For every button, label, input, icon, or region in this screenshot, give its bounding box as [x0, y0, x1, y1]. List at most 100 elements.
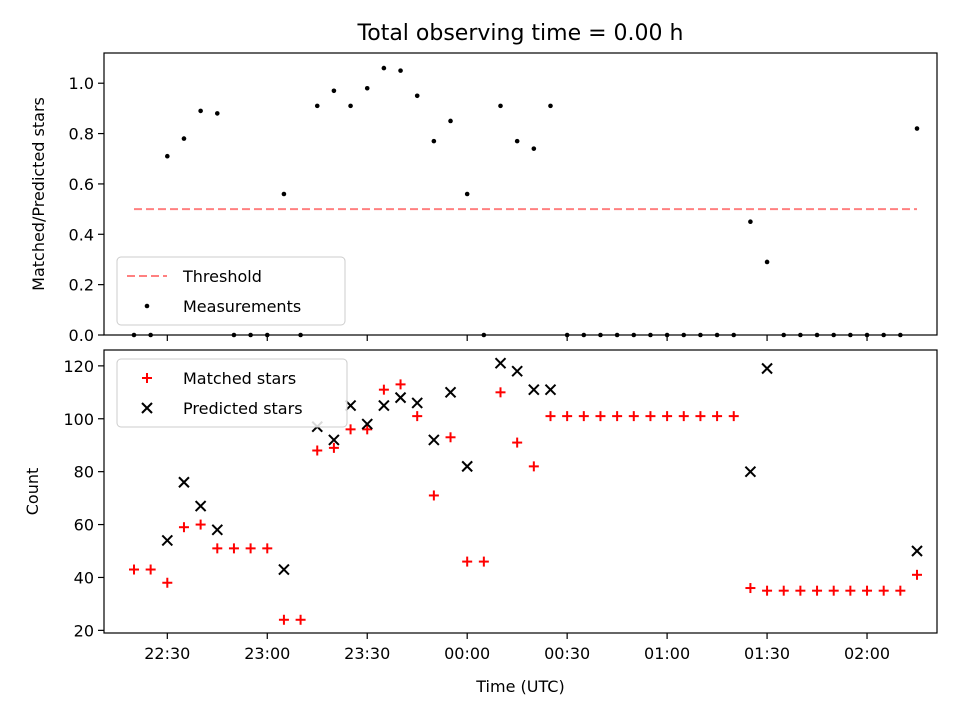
data-point [128, 564, 139, 575]
data-point-b [378, 399, 390, 412]
data-point [381, 65, 387, 71]
x-tick-label: 00:00 [444, 644, 490, 663]
data-point [562, 411, 573, 422]
data-point [464, 191, 470, 197]
data-point-b [911, 545, 923, 557]
series-matched-stars [128, 379, 923, 625]
legend-swatch [141, 402, 153, 414]
legend-entry: Measurements [144, 297, 301, 316]
data-point [745, 583, 756, 594]
legend: Matched stars Predicted stars [116, 358, 348, 428]
data-point-b [328, 434, 340, 446]
y-tick-label: 0.6 [69, 175, 94, 194]
legend-entry: Matched stars [142, 369, 296, 388]
legend-box [116, 256, 346, 326]
data-point [364, 85, 370, 91]
data-point [181, 136, 187, 141]
data-point [278, 614, 289, 625]
data-point [545, 411, 556, 422]
series-predicted-stars [161, 357, 923, 576]
x-tick-label: 00:30 [544, 644, 590, 663]
data-point [512, 437, 523, 448]
data-point-b [361, 418, 373, 430]
data-point [428, 434, 440, 446]
data-point [345, 424, 356, 435]
y-tick-label: 0.8 [69, 125, 94, 144]
data-point [912, 569, 923, 580]
data-point [845, 585, 856, 596]
data-point [431, 138, 437, 144]
data-point [395, 379, 406, 390]
data-point-b [544, 383, 557, 396]
data-point [194, 500, 207, 512]
plot-frame [103, 52, 938, 336]
data-point [414, 93, 420, 99]
legend-swatch-b [141, 402, 153, 414]
data-point [728, 411, 739, 422]
data-point-b [744, 465, 757, 478]
data-point [428, 490, 439, 501]
data-point [595, 411, 606, 422]
data-point [514, 138, 520, 144]
legend: Threshold Measurements [116, 256, 346, 326]
y-tick-label: 100 [63, 410, 94, 429]
ratio-panel: Total observing time = 0.00 h 0.0 0.2 0.4 0.… [29, 21, 938, 345]
x-tick-label: 23:30 [344, 644, 390, 663]
y-tick-label: 0.0 [69, 326, 94, 345]
data-point [778, 585, 789, 596]
data-point [178, 522, 189, 533]
data-point [895, 585, 906, 596]
data-point [795, 585, 806, 596]
data-point [528, 461, 539, 472]
data-point [394, 391, 407, 404]
data-point [312, 445, 323, 456]
data-point [314, 103, 320, 109]
data-point [528, 383, 540, 396]
data-point-b [178, 476, 190, 488]
data-point-b [528, 383, 540, 396]
data-point [361, 418, 373, 430]
data-point [678, 411, 689, 422]
data-point [145, 564, 156, 575]
legend-label: Matched stars [183, 369, 296, 388]
data-point [212, 543, 223, 554]
data-point-b [278, 563, 290, 576]
data-point [245, 543, 256, 554]
data-point [295, 614, 306, 625]
data-point [544, 383, 557, 396]
data-point [578, 411, 589, 422]
data-point [498, 103, 503, 109]
data-point [494, 357, 507, 369]
y-axis-label: Matched/Predicted stars [29, 97, 48, 291]
legend-swatch [144, 303, 150, 309]
count-panel: 20 40 60 80 100 120 22:30 23:00 23:30 00:00 00:30 0… [23, 349, 938, 696]
y-tick-label: 60 [74, 516, 94, 535]
data-point [161, 534, 174, 547]
data-point [645, 411, 656, 422]
plot-frame [103, 349, 938, 634]
y-tick-label: 120 [63, 357, 94, 376]
y-tick-label: 80 [74, 463, 94, 482]
data-point [362, 424, 373, 435]
x-tick-label: 23:00 [244, 644, 290, 663]
data-point [331, 88, 337, 94]
x-tick-label: 02:00 [844, 644, 890, 663]
data-point [461, 460, 473, 473]
data-point [662, 411, 673, 422]
data-point [198, 108, 203, 114]
legend-label: Measurements [183, 297, 301, 316]
y-tick-label: 1.0 [69, 74, 94, 93]
data-point [628, 411, 639, 422]
data-point-b [211, 524, 223, 536]
data-point [412, 411, 423, 422]
data-point [495, 387, 506, 398]
chart-title: Total observing time = 0.00 h [357, 21, 684, 46]
data-point [328, 442, 339, 453]
data-point [378, 384, 389, 395]
data-point [398, 68, 403, 73]
data-point [914, 126, 920, 131]
data-point [348, 103, 353, 109]
y-tick-label: 20 [74, 621, 94, 640]
data-point [548, 103, 553, 109]
